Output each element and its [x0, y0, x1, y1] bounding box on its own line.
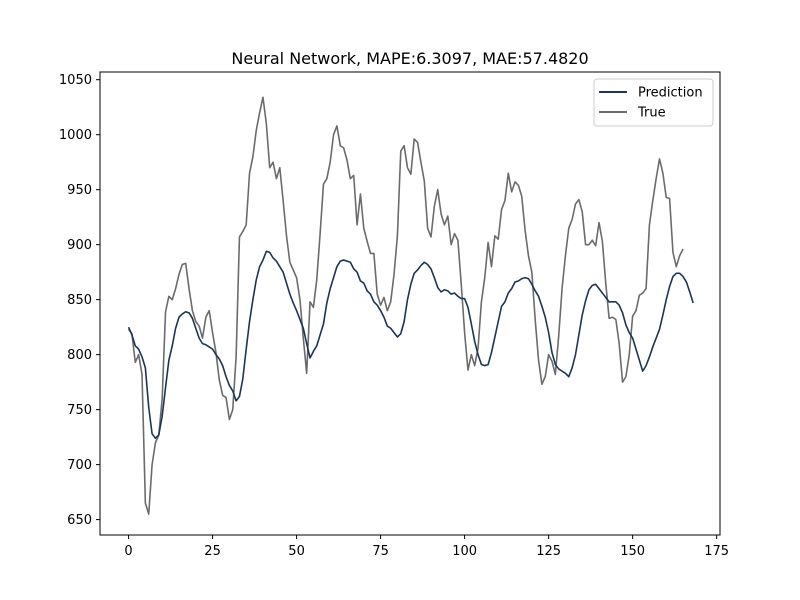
plot-area: 0 25 50 75 100 125 150 175 650 700 750 800 850 900 95…: [59, 71, 729, 559]
y-tick-label: 800: [67, 348, 92, 363]
y-tick-label: 750: [67, 403, 92, 418]
legend-box: [593, 78, 714, 127]
y-tick-label: 950: [67, 183, 92, 198]
y-tick-label: 700: [67, 458, 92, 473]
y-tick-label: 650: [67, 513, 92, 528]
x-tick-label: 0: [124, 544, 132, 559]
x-tick-label: 150: [620, 544, 645, 559]
y-tick-label: 900: [67, 238, 92, 253]
legend-label-prediction: Prediction: [638, 86, 703, 101]
x-tick-label: 100: [452, 544, 477, 559]
x-tick-label: 125: [536, 544, 561, 559]
series-line-true: [127, 96, 684, 515]
legend: Prediction True: [593, 78, 714, 127]
x-tick-label: 75: [372, 544, 389, 559]
legend-label-true: True: [637, 106, 666, 121]
y-tick-label: 1050: [59, 73, 92, 88]
y-tick-label: 850: [67, 293, 92, 308]
y-axis: 650 700 750 800 850 900 950 1000 1050: [59, 73, 100, 528]
x-tick-label: 50: [288, 544, 305, 559]
plot-frame: [99, 71, 721, 536]
series-layer: [127, 96, 694, 515]
y-tick-label: 1000: [59, 128, 92, 143]
x-axis: 0 25 50 75 100 125 150 175: [124, 535, 729, 559]
chart-title: Neural Network, MAPE:6.3097, MAE:57.4820: [231, 49, 588, 68]
x-tick-label: 175: [704, 544, 729, 559]
x-tick-label: 25: [204, 544, 221, 559]
series-line-prediction: [127, 250, 694, 440]
